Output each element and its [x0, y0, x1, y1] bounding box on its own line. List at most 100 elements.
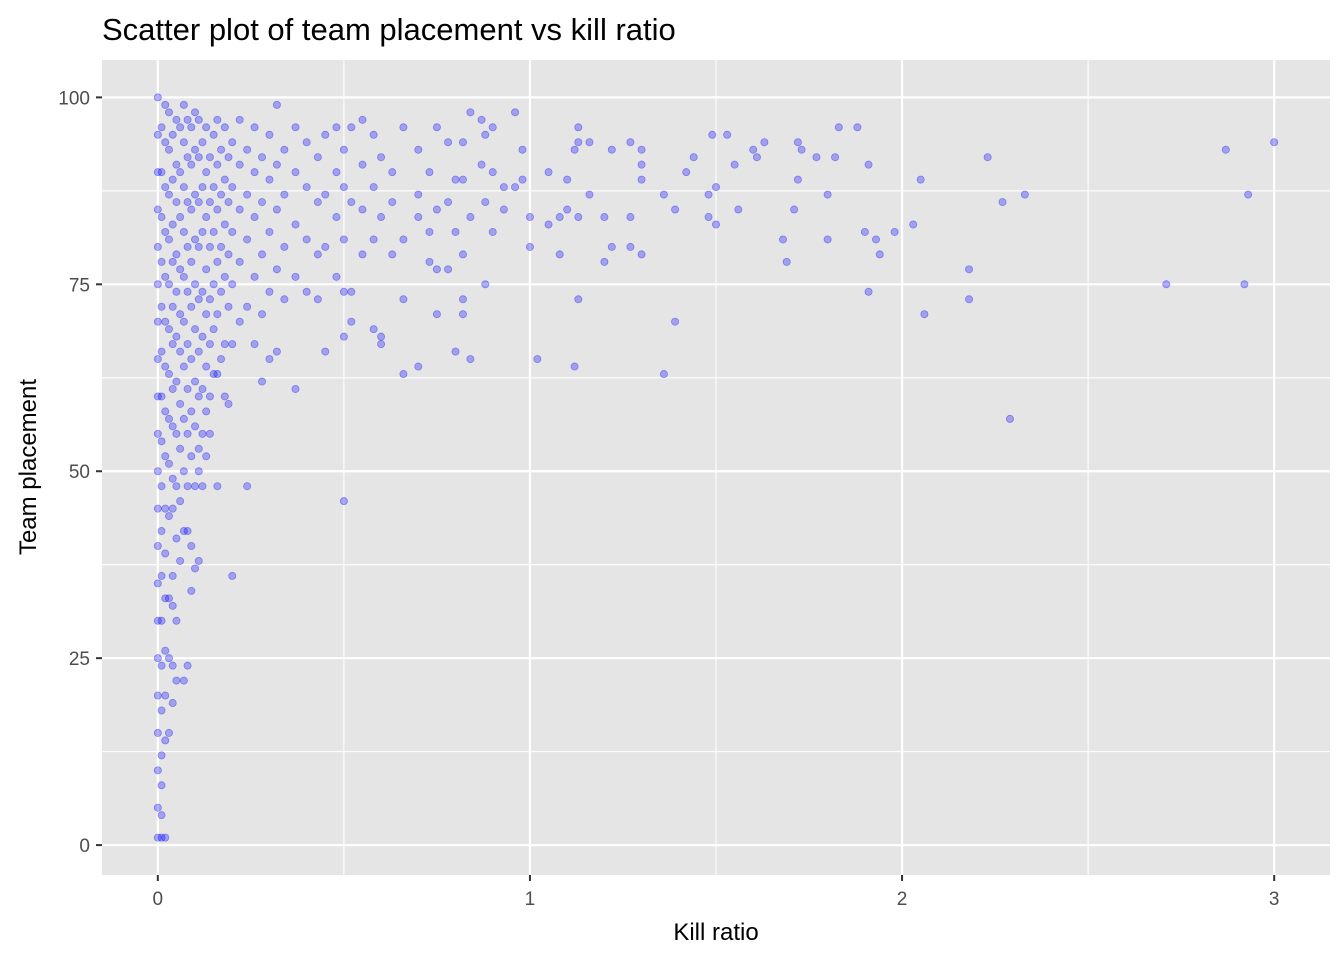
scatter-point — [161, 549, 170, 558]
scatter-point — [213, 160, 222, 169]
scatter-point — [194, 347, 203, 356]
scatter-point — [626, 242, 635, 251]
scatter-point — [302, 235, 311, 244]
scatter-point — [812, 153, 821, 162]
scatter-point — [168, 130, 177, 139]
scatter-point — [213, 257, 222, 266]
scatter-point — [458, 175, 467, 184]
scatter-point — [272, 160, 281, 169]
scatter-point — [377, 340, 386, 349]
scatter-point — [157, 302, 166, 311]
scatter-point — [998, 198, 1007, 207]
scatter-point — [574, 138, 583, 147]
x-axis-title: Kill ratio — [673, 919, 758, 946]
scatter-point — [574, 295, 583, 304]
scatter-point — [235, 160, 244, 169]
scatter-point — [313, 295, 322, 304]
scatter-point — [161, 736, 170, 745]
scatter-point — [198, 287, 207, 296]
scatter-point — [161, 362, 170, 371]
scatter-point — [258, 153, 267, 162]
scatter-point — [164, 145, 173, 154]
scatter-point — [157, 123, 166, 132]
scatter-point — [168, 302, 177, 311]
scatter-point — [723, 130, 732, 139]
scatter-point — [250, 123, 259, 132]
scatter-point — [183, 287, 192, 296]
scatter-point — [209, 183, 218, 192]
scatter-point — [291, 123, 300, 132]
scatter-point — [164, 654, 173, 663]
scatter-point — [369, 235, 378, 244]
scatter-point — [164, 370, 173, 379]
scatter-point — [965, 295, 974, 304]
scatter-point — [202, 452, 211, 461]
scatter-point — [161, 504, 170, 513]
scatter-point — [183, 429, 192, 438]
scatter-point — [168, 257, 177, 266]
scatter-point — [157, 257, 166, 266]
scatter-point — [853, 123, 862, 132]
scatter-point — [224, 250, 233, 259]
scatter-point — [637, 250, 646, 259]
scatter-point — [191, 325, 200, 334]
scatter-point — [179, 362, 188, 371]
scatter-point — [179, 100, 188, 109]
scatter-point — [153, 766, 162, 775]
scatter-point — [205, 340, 214, 349]
scatter-point — [432, 123, 441, 132]
scatter-point — [1020, 190, 1029, 199]
scatter-point — [153, 654, 162, 663]
scatter-point — [172, 160, 181, 169]
scatter-point — [291, 272, 300, 281]
scatter-point — [187, 355, 196, 364]
scatter-point — [213, 370, 222, 379]
scatter-point — [265, 227, 274, 236]
scatter-point — [168, 601, 177, 610]
scatter-point — [205, 295, 214, 304]
scatter-point — [172, 616, 181, 625]
scatter-point — [187, 586, 196, 595]
scatter-point — [153, 728, 162, 737]
scatter-point — [153, 467, 162, 476]
scatter-point — [172, 377, 181, 386]
scatter-point — [217, 355, 226, 364]
x-tick-label: 2 — [897, 889, 908, 910]
scatter-point — [708, 130, 717, 139]
scatter-point — [161, 452, 170, 461]
scatter-point — [369, 130, 378, 139]
scatter-point — [179, 183, 188, 192]
scatter-point — [339, 497, 348, 506]
scatter-point — [302, 183, 311, 192]
scatter-point — [187, 302, 196, 311]
scatter-point — [176, 444, 185, 453]
scatter-point — [164, 235, 173, 244]
scatter-point — [202, 213, 211, 222]
scatter-point — [499, 183, 508, 192]
scatter-point — [235, 205, 244, 214]
scatter-point — [414, 213, 423, 222]
scatter-point — [153, 429, 162, 438]
scatter-point — [712, 183, 721, 192]
scatter-point — [432, 310, 441, 319]
scatter-point — [332, 272, 341, 281]
scatter-point — [637, 145, 646, 154]
scatter-point — [224, 302, 233, 311]
scatter-point — [511, 183, 520, 192]
scatter-point — [291, 220, 300, 229]
y-tick-label: 75 — [69, 275, 90, 296]
scatter-point — [213, 482, 222, 491]
scatter-point — [525, 242, 534, 251]
scatter-point — [187, 452, 196, 461]
scatter-point — [339, 183, 348, 192]
scatter-point — [1221, 145, 1230, 154]
scatter-point — [451, 347, 460, 356]
scatter-point — [164, 280, 173, 289]
scatter-point — [161, 138, 170, 147]
scatter-point — [477, 115, 486, 124]
scatter-point — [205, 392, 214, 401]
scatter-point — [518, 175, 527, 184]
scatter-point — [272, 205, 281, 214]
scatter-point — [168, 384, 177, 393]
scatter-point — [369, 325, 378, 334]
